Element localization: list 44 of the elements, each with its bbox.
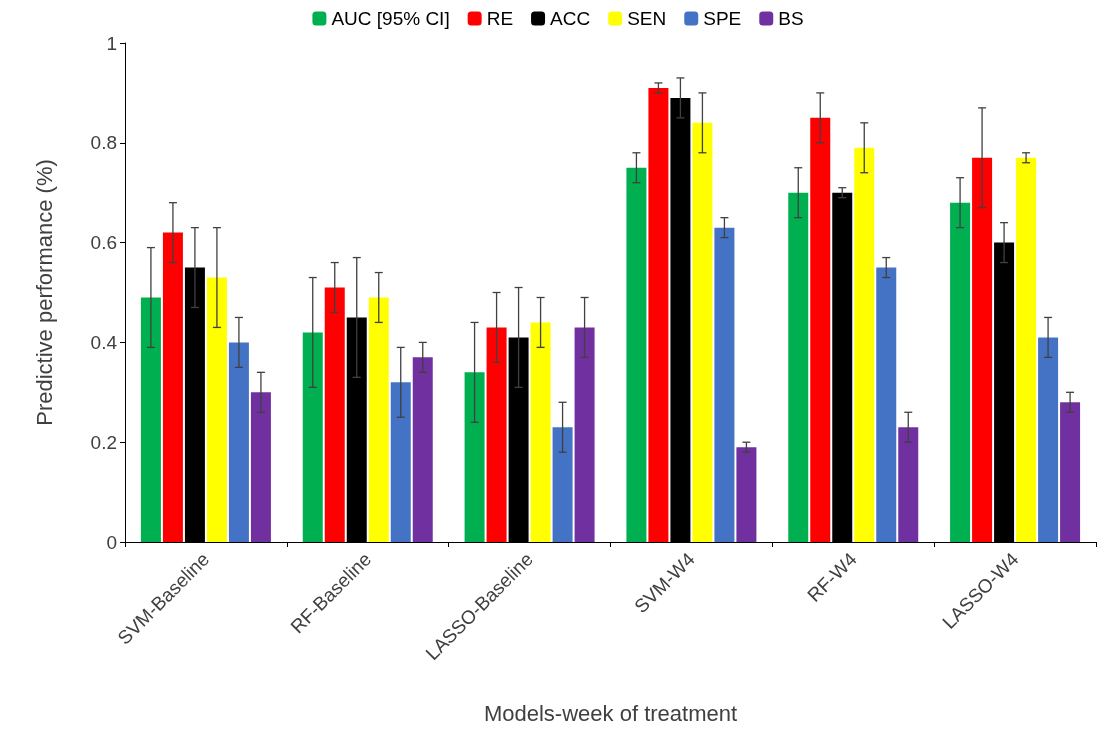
bar bbox=[788, 192, 809, 542]
bar bbox=[574, 327, 595, 542]
bar bbox=[1038, 337, 1059, 542]
bar bbox=[390, 382, 411, 542]
bar bbox=[736, 447, 757, 542]
bar bbox=[876, 267, 897, 542]
bar bbox=[552, 427, 573, 542]
bar bbox=[250, 392, 271, 542]
y-tick-label: 0 bbox=[106, 531, 117, 553]
y-tick-label: 1 bbox=[106, 32, 117, 54]
bar bbox=[972, 157, 993, 542]
y-axis-title: Predictive performance (%) bbox=[31, 159, 57, 426]
bar bbox=[162, 232, 183, 542]
bar bbox=[228, 342, 249, 542]
bar bbox=[140, 297, 161, 542]
bar bbox=[898, 427, 919, 542]
bar bbox=[854, 147, 875, 542]
bar bbox=[810, 117, 831, 542]
bar bbox=[692, 122, 713, 542]
x-axis-title: Models-week of treatment bbox=[483, 700, 738, 726]
bar bbox=[648, 87, 669, 542]
y-tick-label: 0.2 bbox=[90, 431, 117, 453]
legend-label: AUC [95% CI] bbox=[331, 8, 450, 29]
y-tick-label: 0.8 bbox=[90, 132, 117, 154]
bar bbox=[714, 227, 735, 542]
legend-label: ACC bbox=[550, 8, 591, 29]
legend-label: BS bbox=[778, 8, 804, 29]
y-tick-label: 0.6 bbox=[90, 232, 117, 254]
bar bbox=[368, 297, 389, 542]
bar bbox=[206, 277, 227, 542]
bar bbox=[950, 202, 971, 542]
bar bbox=[626, 167, 647, 542]
bar bbox=[486, 327, 507, 542]
bar bbox=[324, 287, 345, 542]
legend-label: SPE bbox=[703, 8, 742, 29]
bar bbox=[530, 322, 551, 542]
bar bbox=[302, 332, 323, 542]
bar bbox=[464, 372, 485, 542]
bar bbox=[1016, 157, 1037, 542]
bar bbox=[412, 357, 433, 542]
legend-label: RE bbox=[486, 8, 514, 29]
y-tick-label: 0.4 bbox=[90, 331, 118, 353]
bar bbox=[1060, 402, 1081, 542]
legend-label: SEN bbox=[627, 8, 667, 29]
